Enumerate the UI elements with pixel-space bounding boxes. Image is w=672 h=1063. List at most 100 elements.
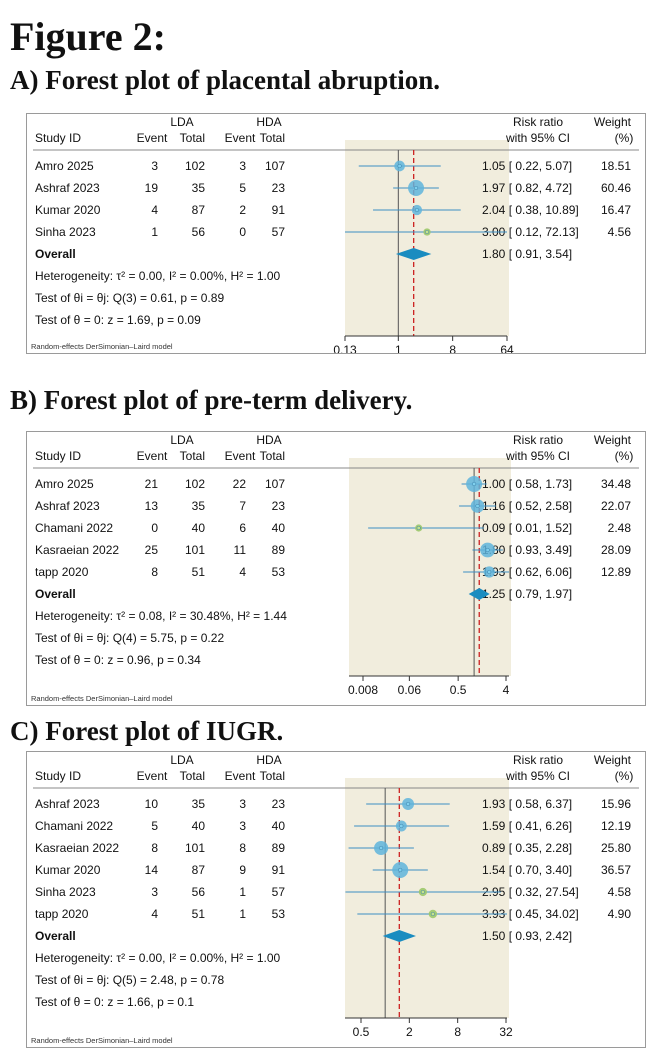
study-ci: 1.97 [ 0.82, 4.72] (482, 181, 572, 195)
lda-event: 1 (151, 225, 158, 239)
study-point (413, 185, 419, 191)
lda-total: 102 (185, 159, 205, 173)
x-tick-label: 0.008 (348, 683, 378, 697)
heterogeneity-stat: Heterogeneity: τ² = 0.00, I² = 0.00%, H²… (35, 269, 281, 283)
lda-event: 25 (145, 543, 159, 557)
study-name: Sinha 2023 (35, 225, 96, 239)
header-hda: HDA (256, 753, 281, 767)
header-study-id: Study ID (35, 769, 81, 783)
header-ci: with 95% CI (505, 449, 570, 463)
x-tick-label: 64 (500, 343, 514, 353)
hda-total: 91 (272, 203, 286, 217)
forest-plot-b: LDA HDA Study ID Event Total Event Total Risk r… (26, 431, 646, 706)
lda-total: 51 (192, 565, 206, 579)
study-weight: 16.47 (601, 203, 631, 217)
study-weight: 25.80 (601, 841, 631, 855)
model-footnote: Random-effects DerSimonian–Laird model (31, 694, 173, 703)
hda-event: 22 (233, 477, 247, 491)
study-weight: 12.89 (601, 565, 631, 579)
plot-background (345, 778, 509, 1018)
heterogeneity-stat: Test of θi = θj: Q(4) = 5.75, p = 0.22 (35, 631, 224, 645)
lda-total: 101 (185, 543, 205, 557)
x-tick-label: 0.5 (450, 683, 467, 697)
hda-event: 6 (239, 521, 246, 535)
hda-event: 9 (239, 863, 246, 877)
overall-diamond (382, 930, 416, 942)
hda-event: 4 (239, 565, 246, 579)
header-total: Total (260, 131, 285, 145)
study-name: Sinha 2023 (35, 885, 96, 899)
heterogeneity-stat: Test of θ = 0: z = 1.69, p = 0.09 (35, 313, 201, 327)
study-ci: 1.93 [ 0.62, 6.06] (482, 565, 572, 579)
study-weight: 60.46 (601, 181, 631, 195)
header-hda: HDA (256, 433, 281, 447)
hda-total: 57 (272, 885, 286, 899)
header-event: Event (225, 769, 256, 783)
lda-event: 5 (151, 819, 158, 833)
study-ci: 1.00 [ 0.58, 1.73] (482, 477, 572, 491)
header-study-id: Study ID (35, 131, 81, 145)
overall-label: Overall (35, 247, 76, 261)
hda-total: 40 (272, 819, 286, 833)
hda-total: 53 (272, 565, 286, 579)
hda-event: 1 (239, 907, 246, 921)
forest-svg: LDA HDA Study ID Event Total Event Total Risk r… (31, 753, 639, 1045)
study-name: Ashraf 2023 (35, 797, 100, 811)
lda-total: 87 (192, 203, 206, 217)
lda-event: 13 (145, 499, 159, 513)
lda-total: 51 (192, 907, 206, 921)
plot-background (349, 458, 511, 676)
header-event: Event (137, 769, 168, 783)
hda-event: 1 (239, 885, 246, 899)
hda-total: 23 (272, 499, 286, 513)
study-ci: 3.00 [ 0.12, 72.13] (482, 225, 579, 239)
study-point (472, 481, 477, 487)
study-ci: 3.93 [ 0.45, 34.02] (482, 907, 579, 921)
lda-event: 4 (151, 203, 158, 217)
study-ci: 1.54 [ 0.70, 3.40] (482, 863, 572, 877)
hda-event: 7 (239, 499, 246, 513)
forest-svg: LDA HDA Study ID Event Total Event Total Risk r… (31, 433, 639, 703)
header-event: Event (225, 131, 256, 145)
hda-total: 107 (265, 159, 285, 173)
study-ci: 2.04 [ 0.38, 10.89] (482, 203, 579, 217)
header-hda: HDA (256, 115, 281, 129)
study-point (379, 845, 384, 851)
hda-total: 107 (265, 477, 285, 491)
lda-event: 0 (151, 521, 158, 535)
lda-total: 40 (192, 819, 206, 833)
study-name: Kasraeian 2022 (35, 543, 119, 557)
study-name: Kumar 2020 (35, 863, 101, 877)
overall-ci: 1.25 [ 0.79, 1.97] (482, 587, 572, 601)
lda-total: 35 (192, 797, 206, 811)
header-risk-ratio: Risk ratio (513, 115, 563, 129)
lda-total: 56 (192, 225, 206, 239)
overall-ci: 1.50 [ 0.93, 2.42] (482, 929, 572, 943)
header-ci: with 95% CI (505, 769, 570, 783)
study-name: Amro 2025 (35, 477, 94, 491)
lda-total: 87 (192, 863, 206, 877)
header-event: Event (225, 449, 256, 463)
study-name: Ashraf 2023 (35, 499, 100, 513)
study-weight: 34.48 (601, 477, 631, 491)
header-weight-unit: (%) (615, 769, 634, 783)
study-ci: 1.80 [ 0.93, 3.49] (482, 543, 572, 557)
forest-svg: LDA HDA Study ID Event Total Event Total Risk r… (31, 115, 639, 353)
study-name: Kasraeian 2022 (35, 841, 119, 855)
panel-a-title: A) Forest plot of placental abruption. (10, 65, 440, 95)
x-tick-label: 0.5 (353, 1025, 370, 1039)
header-total: Total (180, 449, 205, 463)
hda-total: 40 (272, 521, 286, 535)
study-weight: 28.09 (601, 543, 631, 557)
study-point (420, 889, 425, 895)
header-ci: with 95% CI (505, 131, 570, 145)
lda-total: 56 (192, 885, 206, 899)
lda-total: 101 (185, 841, 205, 855)
hda-event: 11 (234, 543, 247, 557)
header-total: Total (180, 769, 205, 783)
study-weight: 22.07 (601, 499, 631, 513)
model-footnote: Random-effects DerSimonian–Laird model (31, 1036, 173, 1045)
study-point (485, 547, 490, 553)
hda-event: 0 (239, 225, 246, 239)
study-weight: 18.51 (601, 159, 631, 173)
